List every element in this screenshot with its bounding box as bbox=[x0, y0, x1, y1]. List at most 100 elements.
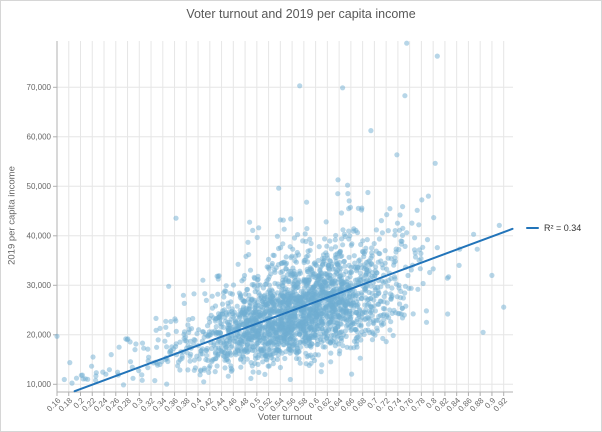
scatter-point[interactable] bbox=[223, 312, 229, 318]
scatter-point[interactable] bbox=[423, 319, 430, 325]
scatter-point[interactable] bbox=[280, 328, 286, 334]
scatter-point[interactable] bbox=[315, 341, 321, 347]
scatter-point[interactable] bbox=[333, 259, 339, 265]
scatter-point[interactable] bbox=[283, 349, 289, 355]
scatter-point[interactable] bbox=[141, 345, 147, 351]
scatter-point[interactable] bbox=[374, 270, 380, 276]
scatter-point[interactable] bbox=[274, 290, 280, 296]
scatter-point[interactable] bbox=[356, 258, 362, 264]
scatter-point[interactable] bbox=[309, 296, 315, 302]
scatter-point[interactable] bbox=[283, 254, 289, 260]
scatter-point[interactable] bbox=[368, 260, 374, 267]
scatter-point[interactable] bbox=[244, 341, 250, 347]
scatter-point[interactable] bbox=[244, 356, 250, 362]
scatter-point[interactable] bbox=[206, 365, 212, 371]
scatter-point[interactable] bbox=[349, 326, 355, 332]
scatter-point[interactable] bbox=[291, 274, 298, 281]
scatter-point[interactable] bbox=[315, 308, 321, 314]
scatter-point[interactable] bbox=[420, 280, 426, 287]
legend-item-trendline[interactable]: R² = 0.34 bbox=[526, 223, 581, 233]
scatter-point[interactable] bbox=[410, 311, 416, 317]
scatter-point[interactable] bbox=[314, 323, 321, 329]
scatter-point[interactable] bbox=[434, 245, 440, 251]
scatter-point[interactable] bbox=[365, 314, 371, 320]
scatter-point[interactable] bbox=[214, 363, 220, 369]
scatter-point[interactable] bbox=[317, 302, 323, 309]
scatter-point[interactable] bbox=[252, 352, 258, 358]
scatter-point[interactable] bbox=[423, 308, 429, 314]
scatter-point[interactable] bbox=[376, 236, 382, 242]
scatter-point[interactable] bbox=[163, 324, 169, 330]
scatter-point[interactable] bbox=[250, 369, 256, 375]
scatter-point[interactable] bbox=[338, 210, 345, 216]
scatter-point[interactable] bbox=[305, 248, 311, 254]
scatter-point[interactable] bbox=[223, 345, 229, 351]
scatter-point[interactable] bbox=[223, 288, 229, 294]
scatter-point[interactable] bbox=[164, 344, 170, 350]
scatter-point[interactable] bbox=[228, 365, 234, 371]
scatter-point[interactable] bbox=[244, 335, 250, 341]
scatter-point[interactable] bbox=[383, 290, 389, 296]
scatter-point[interactable] bbox=[173, 215, 179, 221]
scatter-point[interactable] bbox=[237, 320, 243, 326]
scatter-point[interactable] bbox=[288, 255, 294, 261]
scatter-point[interactable] bbox=[291, 235, 298, 241]
scatter-point[interactable] bbox=[167, 349, 173, 355]
scatter-point[interactable] bbox=[338, 253, 344, 259]
scatter-point[interactable] bbox=[311, 357, 318, 364]
scatter-point[interactable] bbox=[301, 327, 307, 333]
scatter-point[interactable] bbox=[319, 326, 325, 332]
scatter-point[interactable] bbox=[417, 266, 423, 272]
scatter-point[interactable] bbox=[394, 152, 400, 158]
scatter-point[interactable] bbox=[315, 352, 321, 358]
scatter-point[interactable] bbox=[432, 160, 438, 166]
scatter-point[interactable] bbox=[164, 381, 170, 387]
scatter-point[interactable] bbox=[152, 378, 158, 384]
scatter-point[interactable] bbox=[368, 283, 374, 289]
scatter-point[interactable] bbox=[266, 363, 272, 369]
scatter-point[interactable] bbox=[225, 303, 232, 309]
scatter-point[interactable] bbox=[80, 376, 86, 382]
scatter-point[interactable] bbox=[85, 376, 91, 382]
scatter-point[interactable] bbox=[136, 368, 142, 374]
scatter-point[interactable] bbox=[230, 282, 237, 288]
scatter-point[interactable] bbox=[269, 310, 275, 316]
scatter-point[interactable] bbox=[209, 305, 216, 311]
scatter-point[interactable] bbox=[380, 305, 386, 312]
scatter-point[interactable] bbox=[73, 375, 80, 381]
scatter-point[interactable] bbox=[299, 319, 305, 326]
scatter-point[interactable] bbox=[328, 246, 334, 252]
scatter-point[interactable] bbox=[318, 331, 324, 337]
scatter-point[interactable] bbox=[295, 232, 301, 238]
scatter-point[interactable] bbox=[319, 321, 325, 327]
scatter-point[interactable] bbox=[229, 306, 235, 312]
scatter-point[interactable] bbox=[324, 255, 330, 261]
scatter-point[interactable] bbox=[327, 238, 333, 244]
scatter-point[interactable] bbox=[284, 304, 290, 310]
scatter-point[interactable] bbox=[394, 220, 401, 226]
scatter-point[interactable] bbox=[256, 369, 262, 375]
scatter-point[interactable] bbox=[392, 228, 398, 234]
scatter-point[interactable] bbox=[400, 204, 406, 210]
scatter-point[interactable] bbox=[376, 250, 382, 256]
scatter-point[interactable] bbox=[357, 308, 363, 314]
scatter-point[interactable] bbox=[260, 312, 266, 318]
scatter-point[interactable] bbox=[225, 325, 231, 331]
scatter-point[interactable] bbox=[251, 282, 257, 288]
scatter-point[interactable] bbox=[385, 228, 391, 234]
scatter-point[interactable] bbox=[209, 293, 215, 299]
scatter-point[interactable] bbox=[392, 232, 398, 238]
scatter-point[interactable] bbox=[282, 355, 288, 362]
scatter-point[interactable] bbox=[397, 301, 403, 307]
scatter-point[interactable] bbox=[391, 307, 397, 313]
scatter-point[interactable] bbox=[348, 269, 354, 275]
scatter-point[interactable] bbox=[354, 344, 360, 350]
scatter-point[interactable] bbox=[225, 373, 231, 379]
scatter-point[interactable] bbox=[364, 302, 370, 308]
scatter-point[interactable] bbox=[309, 291, 315, 297]
scatter-point[interactable] bbox=[304, 281, 311, 287]
scatter-point[interactable] bbox=[297, 83, 303, 89]
scatter-point[interactable] bbox=[319, 362, 325, 368]
scatter-point[interactable] bbox=[349, 371, 355, 377]
scatter-point[interactable] bbox=[280, 259, 286, 265]
